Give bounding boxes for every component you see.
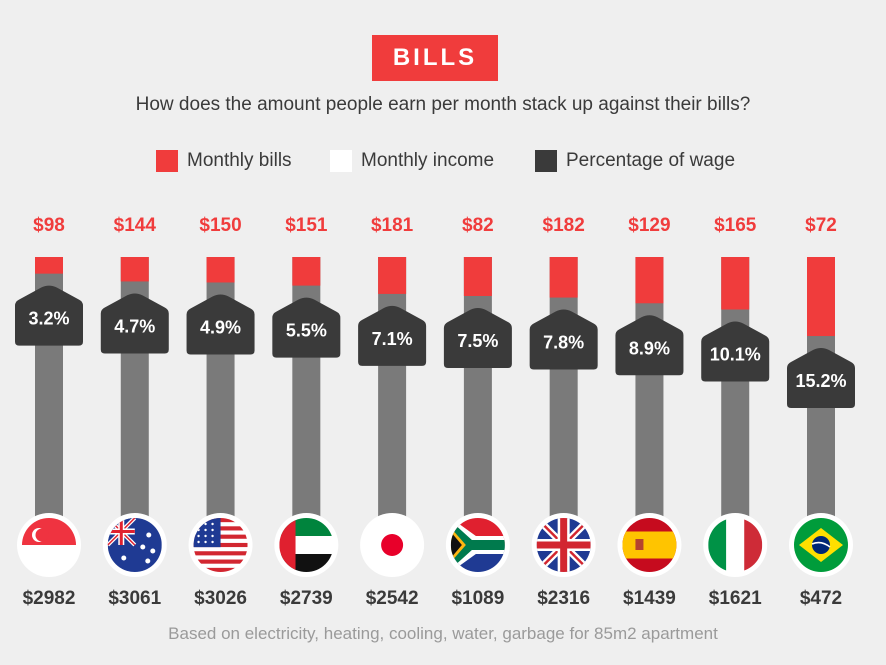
percentage-value-label: 4.9% — [200, 317, 241, 337]
income-value-label: $2982 — [23, 588, 76, 609]
percentage-value-label: 7.1% — [372, 329, 413, 349]
japan-flag-icon — [365, 518, 420, 572]
legend-label-bills: Monthly bills — [187, 150, 292, 171]
percentage-badge — [358, 305, 427, 366]
percentage-badge — [701, 321, 770, 382]
bills-swatch — [156, 150, 178, 172]
bills-value-label: $151 — [285, 215, 328, 236]
uk-flag-icon — [536, 518, 591, 572]
bills-bar — [292, 257, 321, 286]
bills-bar — [549, 257, 578, 298]
spain-flag-icon — [622, 518, 677, 572]
italy-flag-icon — [708, 518, 763, 572]
income-value-label: $3061 — [108, 588, 161, 609]
income-value-label: $3026 — [194, 588, 247, 609]
percentage-value-label: 15.2% — [795, 371, 846, 391]
percentage-value-label: 5.5% — [286, 321, 327, 341]
percentage-value-label: 8.9% — [629, 338, 670, 358]
country-column: $165 10.1% $1621 — [701, 215, 770, 609]
percentage-badge — [529, 309, 598, 370]
percentage-value-label: 7.8% — [543, 333, 584, 353]
country-column: $182 7.8% $2316 — [529, 215, 598, 609]
income-swatch — [330, 150, 352, 172]
country-column: $82 7.5% $1089 — [443, 215, 512, 609]
footnote: Based on electricity, heating, cooling, … — [168, 624, 718, 643]
income-value-label: $2316 — [537, 588, 590, 609]
bills-value-label: $98 — [33, 215, 65, 236]
income-bar — [463, 257, 492, 520]
country-column: $151 5.5% $2739 — [272, 215, 341, 609]
percentage-value-label: 4.7% — [114, 316, 155, 336]
south-africa-flag-icon — [450, 518, 505, 572]
country-column: $144 4.7% $3061 — [100, 215, 169, 609]
percentage-badge — [615, 315, 684, 376]
bills-bar — [463, 257, 492, 296]
legend-label-income: Monthly income — [361, 150, 495, 171]
bills-bar — [721, 257, 750, 310]
income-bar — [549, 257, 578, 520]
singapore-flag-icon — [22, 518, 76, 572]
bills-value-label: $129 — [628, 215, 670, 236]
bills-value-label: $181 — [371, 215, 414, 236]
income-value-label: $472 — [800, 588, 842, 609]
legend-item-bills: Monthly bills — [156, 148, 292, 174]
country-column: $150 4.9% $3026 — [186, 215, 255, 609]
bills-bar — [378, 257, 407, 294]
income-value-label: $1089 — [451, 588, 504, 609]
percentage-badge — [15, 285, 83, 346]
bills-value-label: $165 — [714, 215, 757, 236]
bills-bar — [635, 257, 664, 304]
percentage-badge — [443, 308, 512, 368]
legend-label-percentage: Percentage of wage — [566, 150, 736, 171]
bills-value-label: $150 — [199, 215, 241, 236]
usa-flag-icon — [193, 518, 248, 572]
bills-bar — [120, 257, 149, 282]
bills-bar — [807, 257, 835, 337]
percentage-badge — [186, 294, 255, 355]
country-column: $181 7.1% $2542 — [358, 215, 427, 609]
bills-value-label: $182 — [543, 215, 585, 236]
income-bar — [378, 257, 407, 520]
income-value-label: $2542 — [366, 588, 419, 609]
bills-value-label: $144 — [114, 215, 157, 236]
bills-bar — [206, 257, 235, 283]
country-column: $72 15.2% $472 — [787, 215, 855, 609]
country-column: $98 3.2% $2982 — [15, 215, 83, 609]
legend-item-income: Monthly income — [330, 148, 494, 174]
page-title: BILLS — [372, 35, 498, 81]
income-value-label: $2739 — [280, 588, 333, 609]
percentage-badge — [272, 297, 341, 358]
bills-value-label: $72 — [805, 215, 837, 236]
page-subtitle: How does the amount people earn per mont… — [135, 94, 751, 115]
income-bar — [292, 257, 321, 520]
percentage-value-label: 10.1% — [710, 345, 761, 365]
uae-flag-icon — [279, 518, 334, 572]
australia-flag-icon — [107, 518, 162, 572]
percentage-swatch — [535, 150, 557, 172]
percentage-value-label: 3.2% — [28, 309, 69, 329]
percentage-value-label: 7.5% — [457, 331, 498, 351]
percentage-badge — [100, 293, 169, 354]
income-value-label: $1439 — [623, 588, 676, 609]
legend-item-percentage: Percentage of wage — [535, 148, 735, 174]
brazil-flag-icon — [794, 518, 848, 572]
country-column: $129 8.9% $1439 — [615, 215, 684, 609]
bills-value-label: $82 — [462, 215, 494, 236]
income-value-label: $1621 — [709, 588, 762, 609]
percentage-badge — [787, 348, 855, 409]
bills-bar — [35, 257, 63, 274]
